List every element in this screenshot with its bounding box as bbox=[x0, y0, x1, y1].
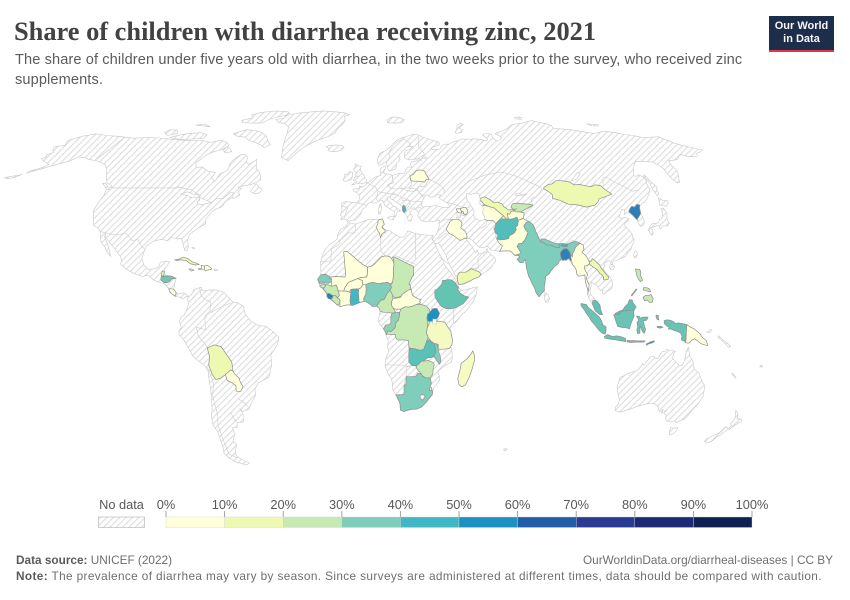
svg-text:60%: 60% bbox=[505, 497, 531, 512]
svg-text:30%: 30% bbox=[329, 497, 355, 512]
svg-text:80%: 80% bbox=[622, 497, 648, 512]
svg-text:40%: 40% bbox=[388, 497, 414, 512]
svg-text:70%: 70% bbox=[563, 497, 589, 512]
svg-text:0%: 0% bbox=[157, 497, 176, 512]
svg-text:50%: 50% bbox=[446, 497, 472, 512]
svg-text:100%: 100% bbox=[736, 497, 769, 512]
svg-text:20%: 20% bbox=[270, 497, 296, 512]
svg-text:90%: 90% bbox=[681, 497, 707, 512]
svg-text:10%: 10% bbox=[212, 497, 238, 512]
svg-text:No data: No data bbox=[99, 497, 145, 512]
